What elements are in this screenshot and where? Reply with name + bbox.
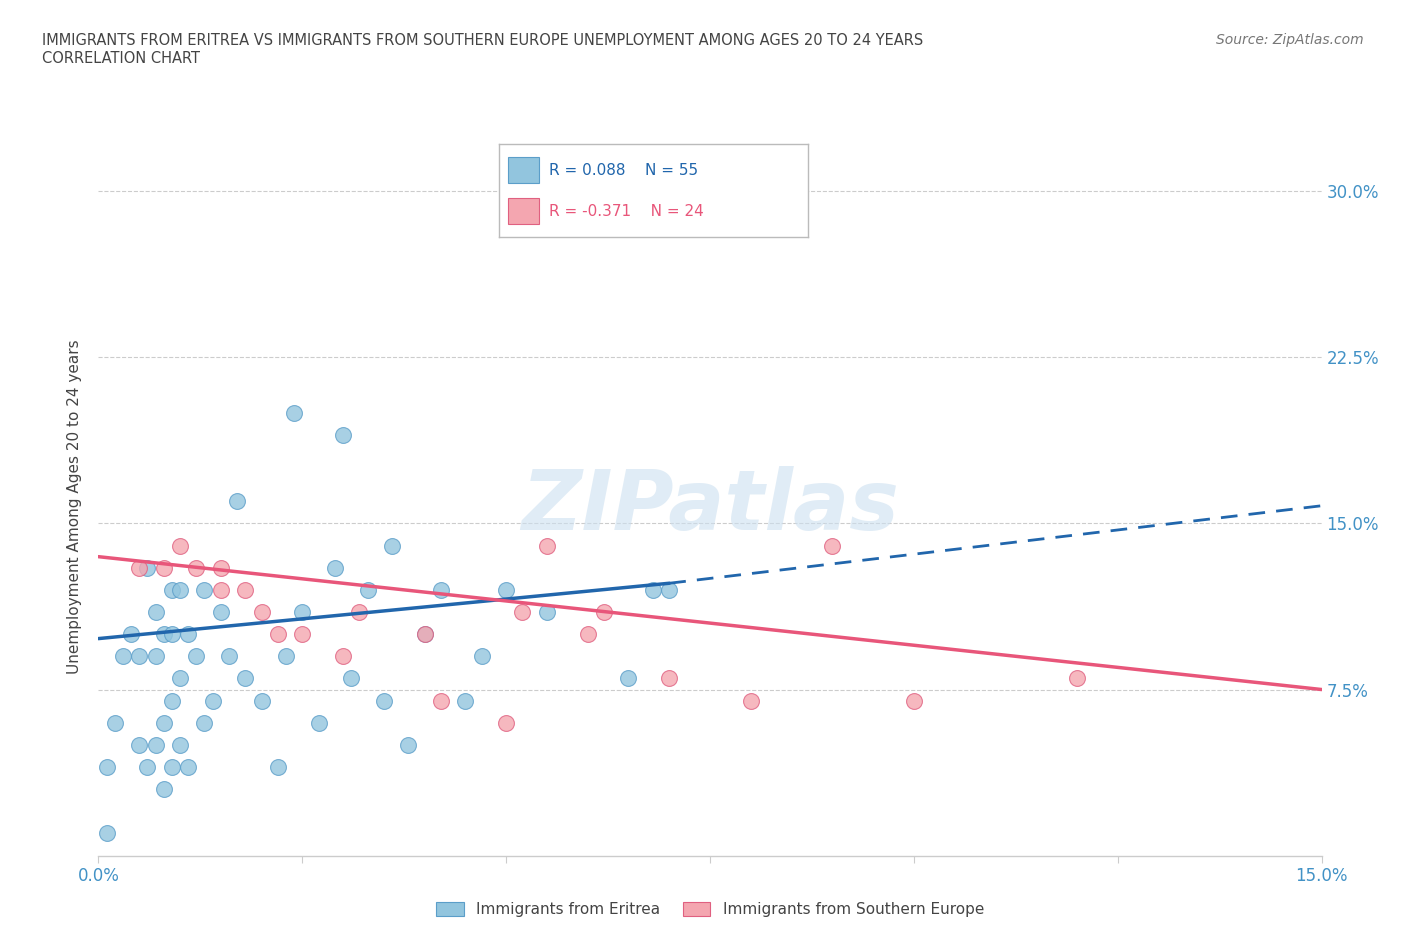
Point bbox=[536, 604, 558, 619]
Point bbox=[471, 649, 494, 664]
Point bbox=[120, 627, 142, 642]
Point bbox=[152, 627, 174, 642]
Point bbox=[177, 760, 200, 775]
Text: Source: ZipAtlas.com: Source: ZipAtlas.com bbox=[1216, 33, 1364, 46]
Point bbox=[160, 760, 183, 775]
Point bbox=[152, 560, 174, 575]
Point bbox=[274, 649, 297, 664]
Point bbox=[536, 538, 558, 553]
Point bbox=[233, 582, 256, 597]
Point bbox=[193, 715, 215, 730]
Legend: Immigrants from Eritrea, Immigrants from Southern Europe: Immigrants from Eritrea, Immigrants from… bbox=[429, 895, 991, 924]
Point bbox=[495, 715, 517, 730]
Point bbox=[250, 604, 273, 619]
Point bbox=[332, 428, 354, 443]
Point bbox=[160, 582, 183, 597]
Point bbox=[128, 737, 150, 752]
Point bbox=[145, 737, 167, 752]
Point bbox=[218, 649, 240, 664]
Bar bbox=[509, 198, 540, 224]
Point bbox=[658, 671, 681, 686]
Point bbox=[454, 693, 477, 708]
Point bbox=[128, 649, 150, 664]
Point bbox=[96, 826, 118, 841]
Point bbox=[413, 627, 436, 642]
Point bbox=[96, 760, 118, 775]
Point bbox=[169, 538, 191, 553]
Point bbox=[209, 560, 232, 575]
Point bbox=[740, 693, 762, 708]
Point bbox=[136, 760, 159, 775]
Point bbox=[332, 649, 354, 664]
Point bbox=[267, 760, 290, 775]
Point bbox=[209, 604, 232, 619]
Point bbox=[821, 538, 844, 553]
Point bbox=[641, 582, 664, 597]
Point bbox=[111, 649, 134, 664]
Point bbox=[308, 715, 330, 730]
Point bbox=[152, 782, 174, 797]
Point bbox=[291, 604, 314, 619]
Point bbox=[152, 715, 174, 730]
Point bbox=[1066, 671, 1088, 686]
Point bbox=[177, 627, 200, 642]
Point bbox=[413, 627, 436, 642]
Point bbox=[136, 560, 159, 575]
Point bbox=[430, 582, 453, 597]
Point bbox=[495, 582, 517, 597]
Text: ZIPatlas: ZIPatlas bbox=[522, 466, 898, 548]
Point bbox=[373, 693, 395, 708]
Point bbox=[104, 715, 127, 730]
Point bbox=[201, 693, 224, 708]
Text: R = -0.371    N = 24: R = -0.371 N = 24 bbox=[548, 204, 703, 219]
Point bbox=[381, 538, 404, 553]
Point bbox=[340, 671, 363, 686]
Point bbox=[160, 627, 183, 642]
Point bbox=[356, 582, 378, 597]
Point bbox=[349, 604, 371, 619]
Point bbox=[267, 627, 290, 642]
Point bbox=[576, 627, 599, 642]
Point bbox=[323, 560, 346, 575]
Point bbox=[576, 206, 599, 221]
Point bbox=[193, 582, 215, 597]
Point bbox=[128, 560, 150, 575]
Point bbox=[250, 693, 273, 708]
Point bbox=[145, 649, 167, 664]
Point bbox=[396, 737, 419, 752]
Point bbox=[169, 671, 191, 686]
Point bbox=[658, 582, 681, 597]
Point bbox=[169, 737, 191, 752]
Point bbox=[226, 494, 249, 509]
Text: CORRELATION CHART: CORRELATION CHART bbox=[42, 51, 200, 66]
Point bbox=[291, 627, 314, 642]
Y-axis label: Unemployment Among Ages 20 to 24 years: Unemployment Among Ages 20 to 24 years bbox=[67, 339, 83, 674]
Point bbox=[186, 560, 208, 575]
Point bbox=[617, 671, 640, 686]
Point bbox=[209, 582, 232, 597]
Point bbox=[512, 604, 534, 619]
Point bbox=[233, 671, 256, 686]
Point bbox=[430, 693, 453, 708]
Point bbox=[160, 693, 183, 708]
Text: R = 0.088    N = 55: R = 0.088 N = 55 bbox=[548, 163, 697, 178]
Point bbox=[169, 582, 191, 597]
Text: IMMIGRANTS FROM ERITREA VS IMMIGRANTS FROM SOUTHERN EUROPE UNEMPLOYMENT AMONG AG: IMMIGRANTS FROM ERITREA VS IMMIGRANTS FR… bbox=[42, 33, 924, 47]
Point bbox=[903, 693, 925, 708]
Point bbox=[593, 604, 616, 619]
Point bbox=[145, 604, 167, 619]
Point bbox=[283, 405, 305, 420]
Bar bbox=[509, 157, 540, 183]
Point bbox=[186, 649, 208, 664]
